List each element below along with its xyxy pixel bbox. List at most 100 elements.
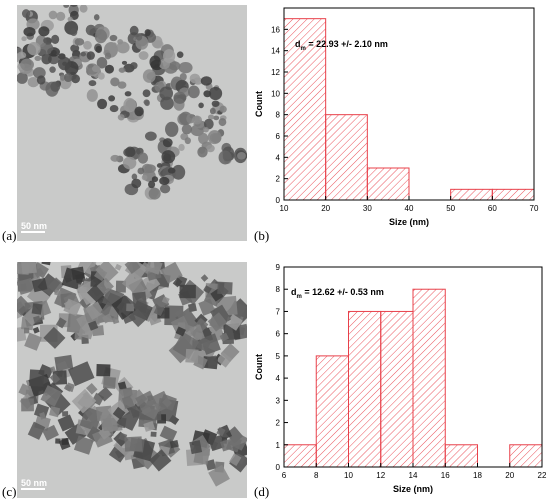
nanoparticle xyxy=(138,51,149,60)
nanoparticle xyxy=(50,81,61,92)
nanoparticle xyxy=(219,332,230,342)
panel-label-d: (d) xyxy=(254,484,270,499)
nanoparticle xyxy=(143,99,150,105)
nanoparticle xyxy=(86,283,107,303)
nanoparticle xyxy=(96,364,111,377)
nanoparticle xyxy=(142,89,151,98)
panel-label-c: (c) xyxy=(2,484,17,499)
nanoparticle xyxy=(123,97,137,113)
nanoparticle xyxy=(70,44,80,53)
nanoparticle xyxy=(27,421,46,440)
nanoparticle xyxy=(33,267,45,279)
nanoparticle xyxy=(95,45,103,54)
nanoparticle xyxy=(49,66,56,73)
nanoparticle xyxy=(80,51,87,57)
nanoparticle xyxy=(191,115,203,125)
nanoparticle xyxy=(27,76,39,88)
x-axis-label: Size (nm) xyxy=(393,484,433,494)
nanoparticle xyxy=(203,118,214,130)
nanoparticle xyxy=(58,56,72,71)
nanoparticle xyxy=(179,284,196,299)
nanoparticle xyxy=(118,67,126,73)
scale-bar-label-a: 50 nm xyxy=(21,221,48,231)
nanoparticle xyxy=(153,305,165,316)
x-tick-label: 18 xyxy=(473,471,482,480)
nanoparticle xyxy=(51,34,60,44)
nanoparticle xyxy=(150,188,159,196)
mean-diameter-annotation: dm = 12.62 +/- 0.53 nm xyxy=(291,287,384,300)
nanoparticle xyxy=(159,86,174,101)
nanoparticle xyxy=(213,115,220,121)
histogram-bar xyxy=(509,444,543,468)
mean-diameter-annotation: dm = 22.93 +/- 2.10 nm xyxy=(295,39,388,52)
nanoparticle xyxy=(117,81,127,89)
nanoparticle xyxy=(211,100,220,107)
nanoparticle xyxy=(168,61,181,71)
y-tick-label: 6 xyxy=(276,132,281,141)
histogram-bar xyxy=(450,188,493,201)
nanoparticle xyxy=(85,301,105,320)
nanoparticle xyxy=(208,86,223,101)
nanoparticle xyxy=(69,5,78,7)
nanoparticle xyxy=(27,42,41,56)
histogram-b: 10 20 30 40 50 60 70 0 2 4 6 8 10 12 14 16 Size (nm) Coun… xyxy=(254,7,539,227)
nanoparticle xyxy=(88,80,97,87)
y-tick-label: 7 xyxy=(276,307,281,316)
scale-bar-a: 50 nm xyxy=(21,221,51,233)
y-axis-label: Count xyxy=(254,354,264,380)
nanoparticle xyxy=(145,262,163,275)
x-tick-label: 22 xyxy=(538,471,547,480)
nanoparticle xyxy=(162,138,173,148)
nanoparticle xyxy=(24,327,30,334)
histogram-bar xyxy=(491,188,535,201)
nanoparticle xyxy=(104,64,114,74)
histogram-bar xyxy=(283,18,327,201)
nanoparticle xyxy=(189,73,201,84)
nanoparticle xyxy=(97,98,108,110)
nanoparticle xyxy=(151,176,159,183)
nanoparticle xyxy=(229,453,242,467)
nanoparticle xyxy=(137,167,145,175)
nanoparticle xyxy=(48,10,58,20)
histogram-bar xyxy=(325,114,368,201)
x-axis-label: Size (nm) xyxy=(389,217,429,227)
nanoparticle xyxy=(86,51,95,60)
nanoparticle xyxy=(159,184,171,194)
nanoparticle xyxy=(134,106,144,117)
nanoparticle xyxy=(110,154,120,162)
nanoparticle xyxy=(78,297,91,310)
nanoparticle xyxy=(207,130,222,145)
nanoparticle xyxy=(79,5,88,13)
nanoparticle xyxy=(41,262,52,266)
nanoparticle xyxy=(33,403,50,419)
nanoparticle xyxy=(124,91,132,97)
nanoparticle xyxy=(17,72,28,84)
x-tick-label: 50 xyxy=(446,204,455,213)
x-tick-label: 14 xyxy=(409,471,418,480)
nanoparticle xyxy=(141,174,148,181)
histogram-bar xyxy=(283,444,317,468)
nanoparticle xyxy=(97,386,113,402)
nanoparticle xyxy=(135,390,157,411)
nanoparticle xyxy=(71,388,97,414)
nanoparticle xyxy=(144,131,157,141)
nanoparticle xyxy=(197,146,208,158)
nanoparticle xyxy=(159,425,178,442)
nanoparticle xyxy=(117,114,125,121)
nanoparticle xyxy=(130,62,138,70)
scale-bar-c: 50 nm xyxy=(21,478,51,490)
nanoparticle xyxy=(65,382,75,393)
nanoparticle xyxy=(49,373,61,384)
nanoparticle xyxy=(73,435,94,455)
histogram-bar xyxy=(348,310,382,468)
nanoparticle xyxy=(29,369,45,387)
nanoparticle xyxy=(216,426,226,437)
nanoparticle xyxy=(88,320,99,331)
nanoparticle xyxy=(102,417,118,432)
nanoparticle xyxy=(42,424,59,441)
nanoparticle xyxy=(220,439,232,452)
nanoparticle xyxy=(218,150,232,165)
nanoparticle xyxy=(21,9,31,18)
y-tick-label: 0 xyxy=(276,196,281,205)
nanoparticle xyxy=(63,72,73,83)
